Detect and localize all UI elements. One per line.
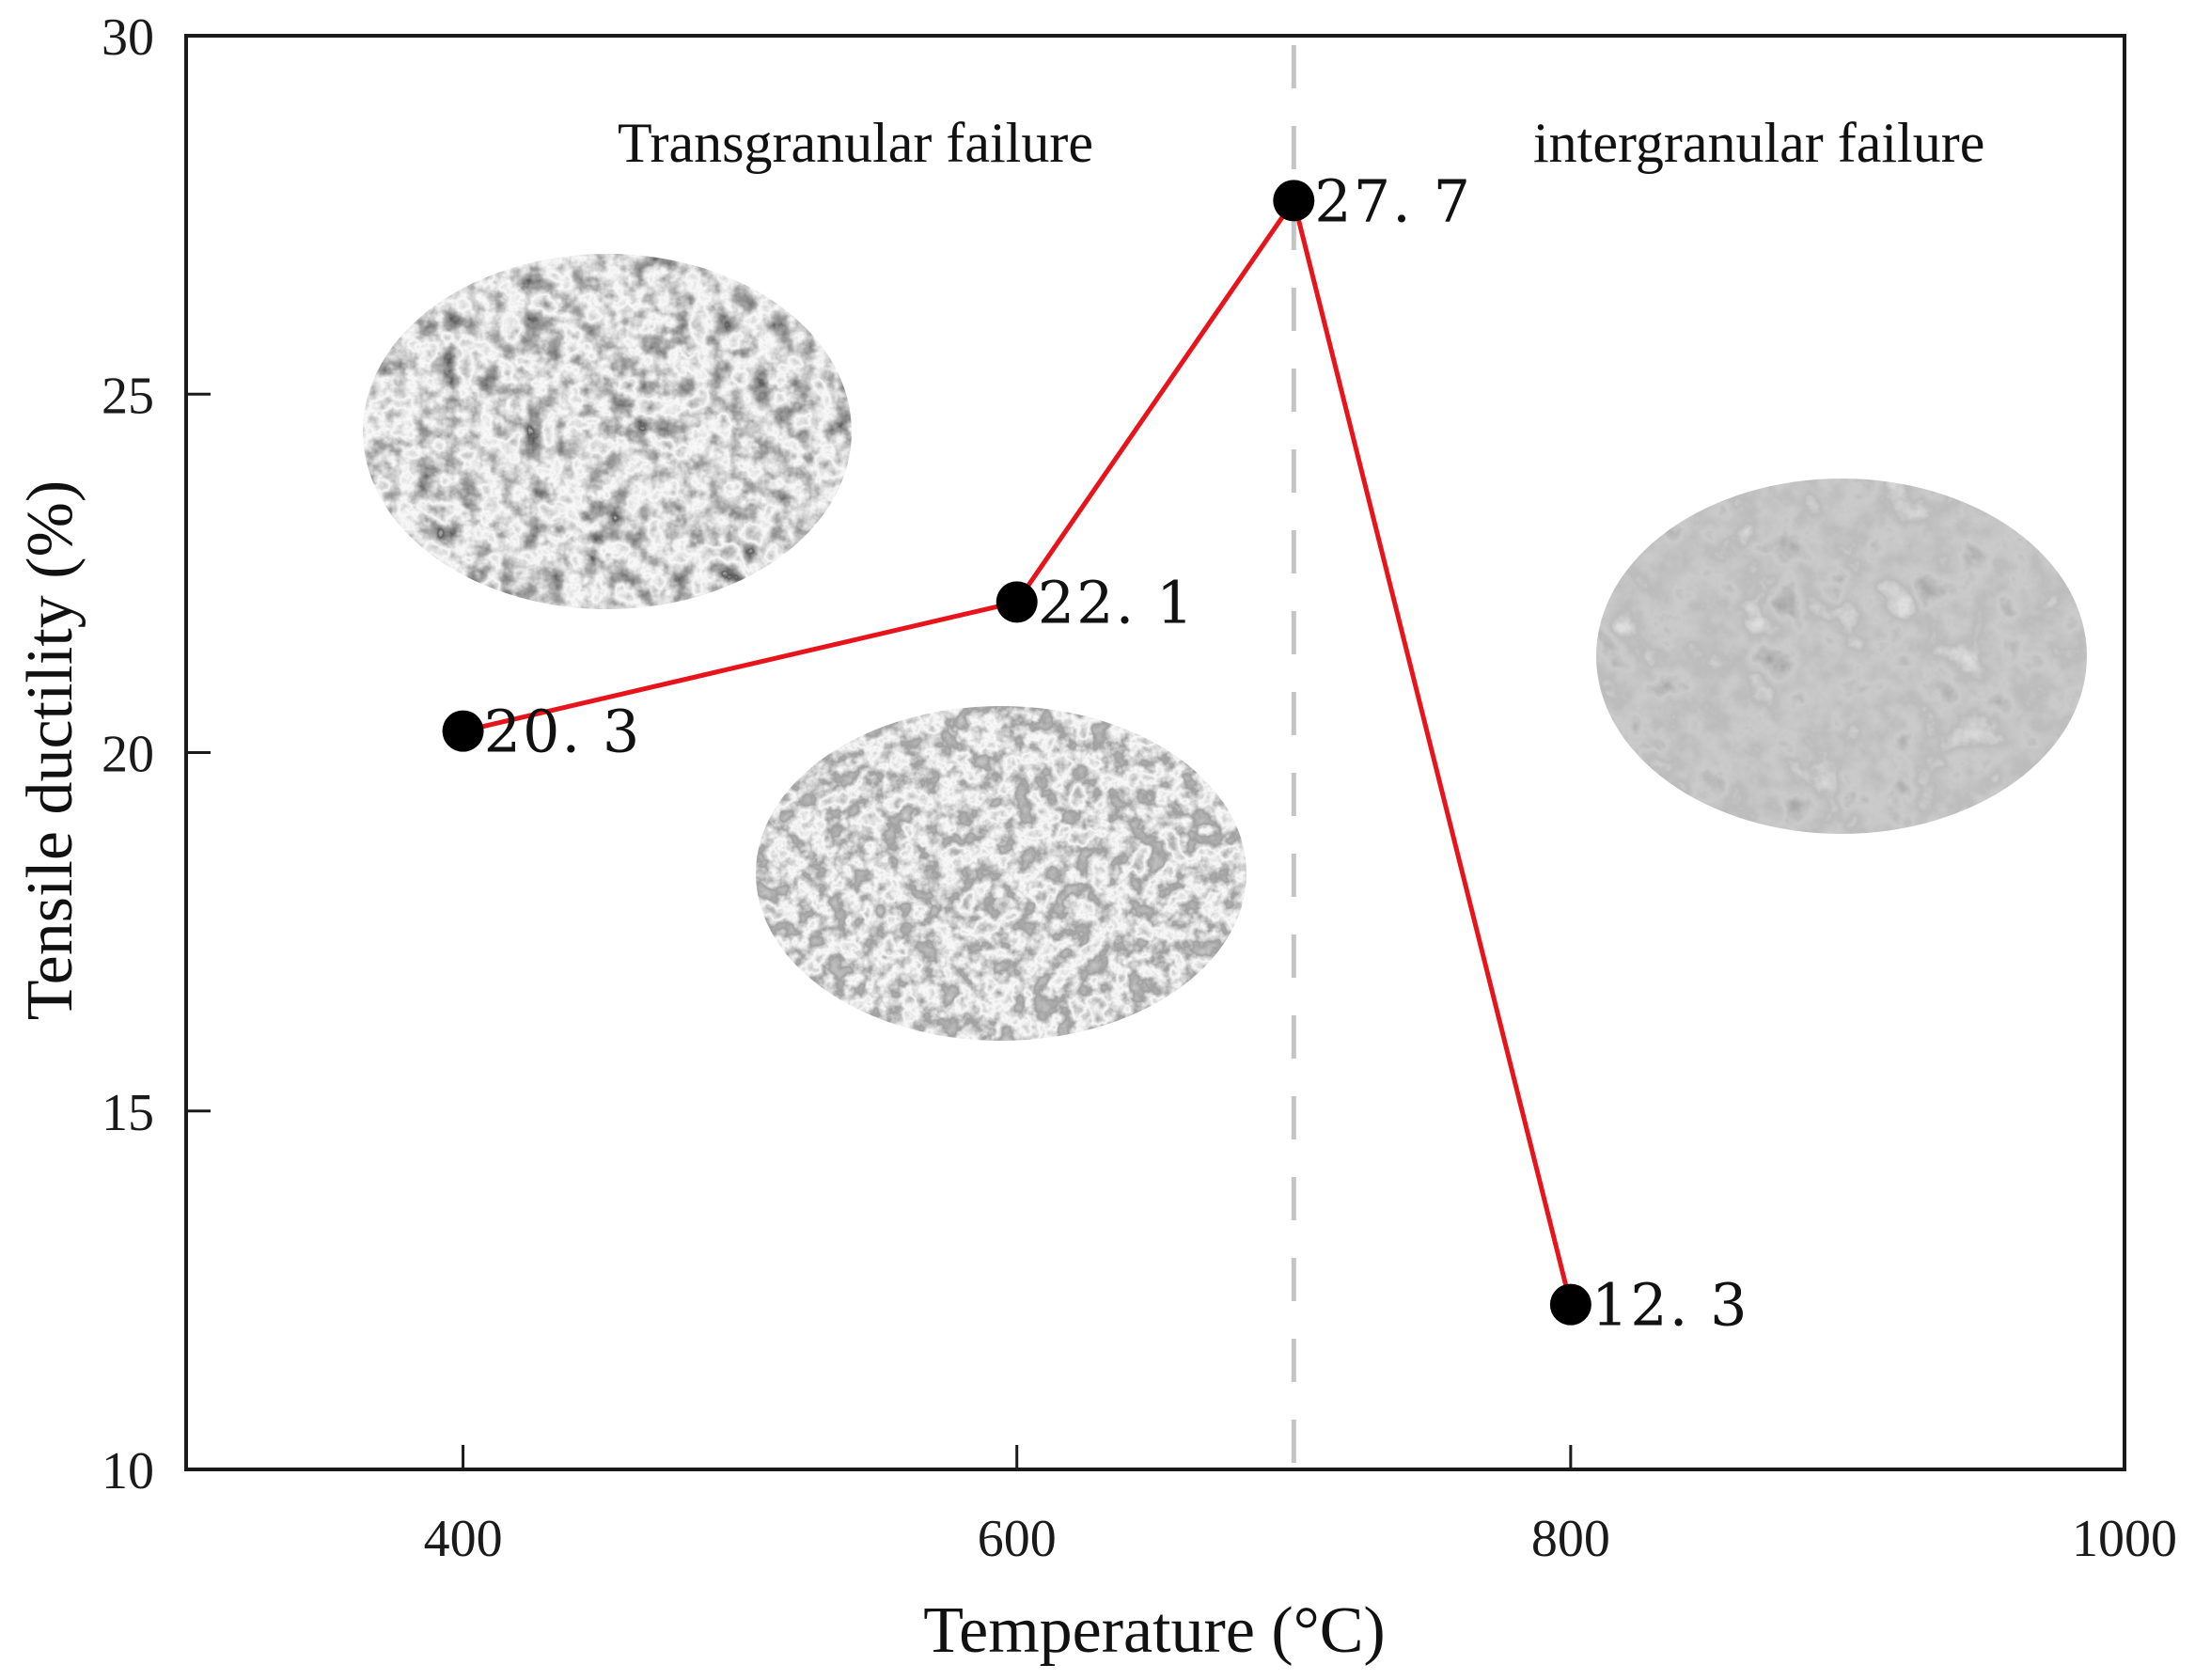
y-tick-label: 20 — [102, 726, 154, 784]
ductility-line — [463, 195, 1574, 1306]
plot-axes: 400 600 800 1000 10 15 20 25 30 — [102, 8, 2177, 1568]
x-axis-title: Temperature (°C) — [923, 1594, 1385, 1667]
y-tick-label: 25 — [102, 367, 154, 425]
x-tick-label: 1000 — [2072, 1510, 2177, 1568]
data-point-label: 20. 3 — [484, 698, 642, 766]
region-label-transgranular: Transgranular failure — [618, 112, 1093, 174]
x-tick-label: 600 — [978, 1510, 1057, 1568]
data-point-marker — [1549, 1283, 1591, 1326]
x-tick-label: 400 — [424, 1510, 503, 1568]
region-label-intergranular: intergranular failure — [1533, 112, 1984, 174]
y-axis-title: Tensile ductility (%) — [14, 480, 86, 1020]
y-tick-label: 10 — [102, 1442, 154, 1500]
data-point-label: 22. 1 — [1038, 568, 1196, 636]
data-point-marker — [996, 581, 1038, 623]
data-point-marker — [1273, 180, 1315, 222]
data-series: 20. 3 22. 1 27. 7 12. 3 — [442, 166, 1749, 1340]
sem-inset-intergranular — [1596, 479, 2087, 834]
x-tick-label: 800 — [1531, 1510, 1610, 1568]
data-point-label: 27. 7 — [1314, 166, 1472, 235]
y-tick-label: 15 — [102, 1084, 154, 1142]
y-tick-label: 30 — [102, 8, 154, 67]
sem-inset-transgranular-cleavage — [756, 706, 1246, 1041]
data-point-label: 12. 3 — [1591, 1271, 1749, 1340]
sem-inset-transgranular-dimples — [363, 254, 852, 609]
data-point-marker — [442, 710, 484, 752]
